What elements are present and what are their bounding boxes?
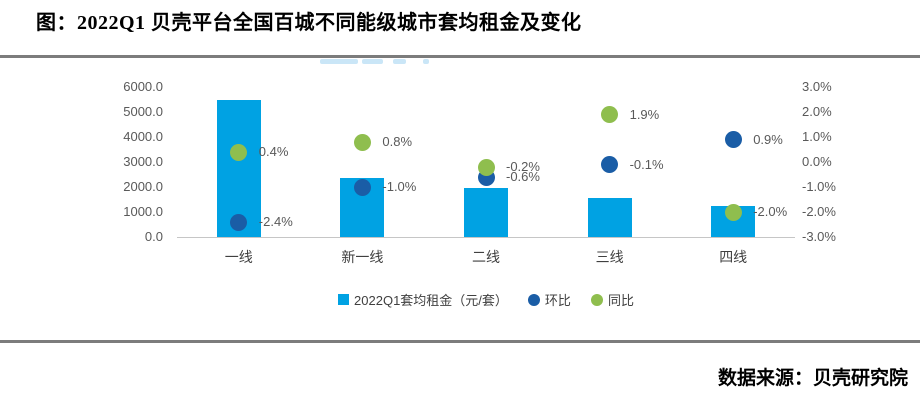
yoy-data-label: 1.9%: [629, 106, 660, 122]
yoy-data-label: -0.2%: [506, 159, 540, 174]
legend-item-mom: 环比: [527, 290, 571, 309]
yoy-dot: [353, 133, 371, 151]
category-label: 一线: [224, 249, 253, 265]
mom-data-label: -2.4%: [258, 214, 293, 229]
category-label: 二线: [472, 249, 500, 265]
mom-dot: [601, 156, 619, 173]
mom-data-label: -1.0%: [382, 179, 417, 194]
legend-rent-label: 2022Q1套均租金（元/套）: [354, 293, 508, 308]
mom-dot: [724, 131, 742, 148]
y-axis-right-tick: -1.0%: [802, 179, 836, 194]
legend-mom-label: 环比: [544, 293, 571, 308]
y-axis-right-tick: 1.0%: [802, 129, 832, 144]
watermark-fragment: [320, 59, 358, 64]
watermark-fragment: [393, 59, 406, 64]
watermark-fragment: [423, 59, 429, 64]
mom-dot: [353, 178, 371, 196]
legend-item-rent: 2022Q1套均租金（元/套）: [338, 290, 508, 309]
x-axis-line: [177, 237, 795, 238]
y-axis-left-tick: 0.0: [144, 229, 163, 244]
yoy-data-label: 0.4%: [258, 144, 289, 159]
y-axis-right-tick: -3.0%: [802, 229, 836, 244]
yoy-dot: [230, 143, 248, 161]
yoy-data-label: -2.0%: [753, 204, 788, 219]
legend-rent-swatch-icon: [338, 294, 350, 305]
legend-yoy-dot-icon: [590, 293, 603, 306]
top-divider: [0, 55, 920, 58]
y-axis-right-tick: -2.0%: [802, 204, 836, 219]
legend-item-yoy: 同比: [590, 290, 634, 309]
legend-yoy-label: 同比: [607, 293, 634, 308]
category-label: 四线: [719, 249, 748, 265]
y-axis-left-tick: 6000.0: [123, 79, 163, 94]
yoy-dot: [477, 158, 495, 176]
y-axis-right-tick: 3.0%: [802, 79, 832, 94]
y-axis-left-tick: 2000.0: [123, 179, 163, 194]
category-label: 新一线: [341, 249, 384, 265]
y-axis-left-tick: 1000.0: [123, 204, 163, 219]
legend-mom-dot-icon: [527, 293, 540, 306]
yoy-dot: [724, 203, 742, 221]
y-axis-left-tick: 5000.0: [123, 104, 163, 119]
bottom-divider: [0, 340, 920, 343]
mom-data-label: 0.9%: [753, 131, 783, 147]
mom-data-label: -0.6%: [506, 169, 540, 184]
category-label: 三线: [595, 249, 624, 265]
y-axis-left-tick: 3000.0: [123, 154, 163, 169]
rent-bar: [587, 198, 632, 237]
mom-dot: [230, 213, 248, 231]
watermark-fragment: [362, 59, 383, 64]
data-source: 数据来源：贝壳研究院: [717, 368, 908, 389]
y-axis-right-tick: 2.0%: [802, 104, 832, 119]
rent-bar: [464, 188, 508, 237]
mom-data-label: -0.1%: [629, 156, 664, 172]
chart-title: 图：2022Q1 贝壳平台全国百城不同能级城市套均租金及变化: [36, 12, 582, 34]
chart-legend: 2022Q1套均租金（元/套） 环比 同比: [177, 290, 795, 309]
y-axis-right-tick: 0.0%: [802, 154, 832, 169]
yoy-data-label: 0.8%: [382, 134, 413, 149]
y-axis-left-tick: 4000.0: [123, 129, 163, 144]
yoy-dot: [601, 106, 619, 123]
